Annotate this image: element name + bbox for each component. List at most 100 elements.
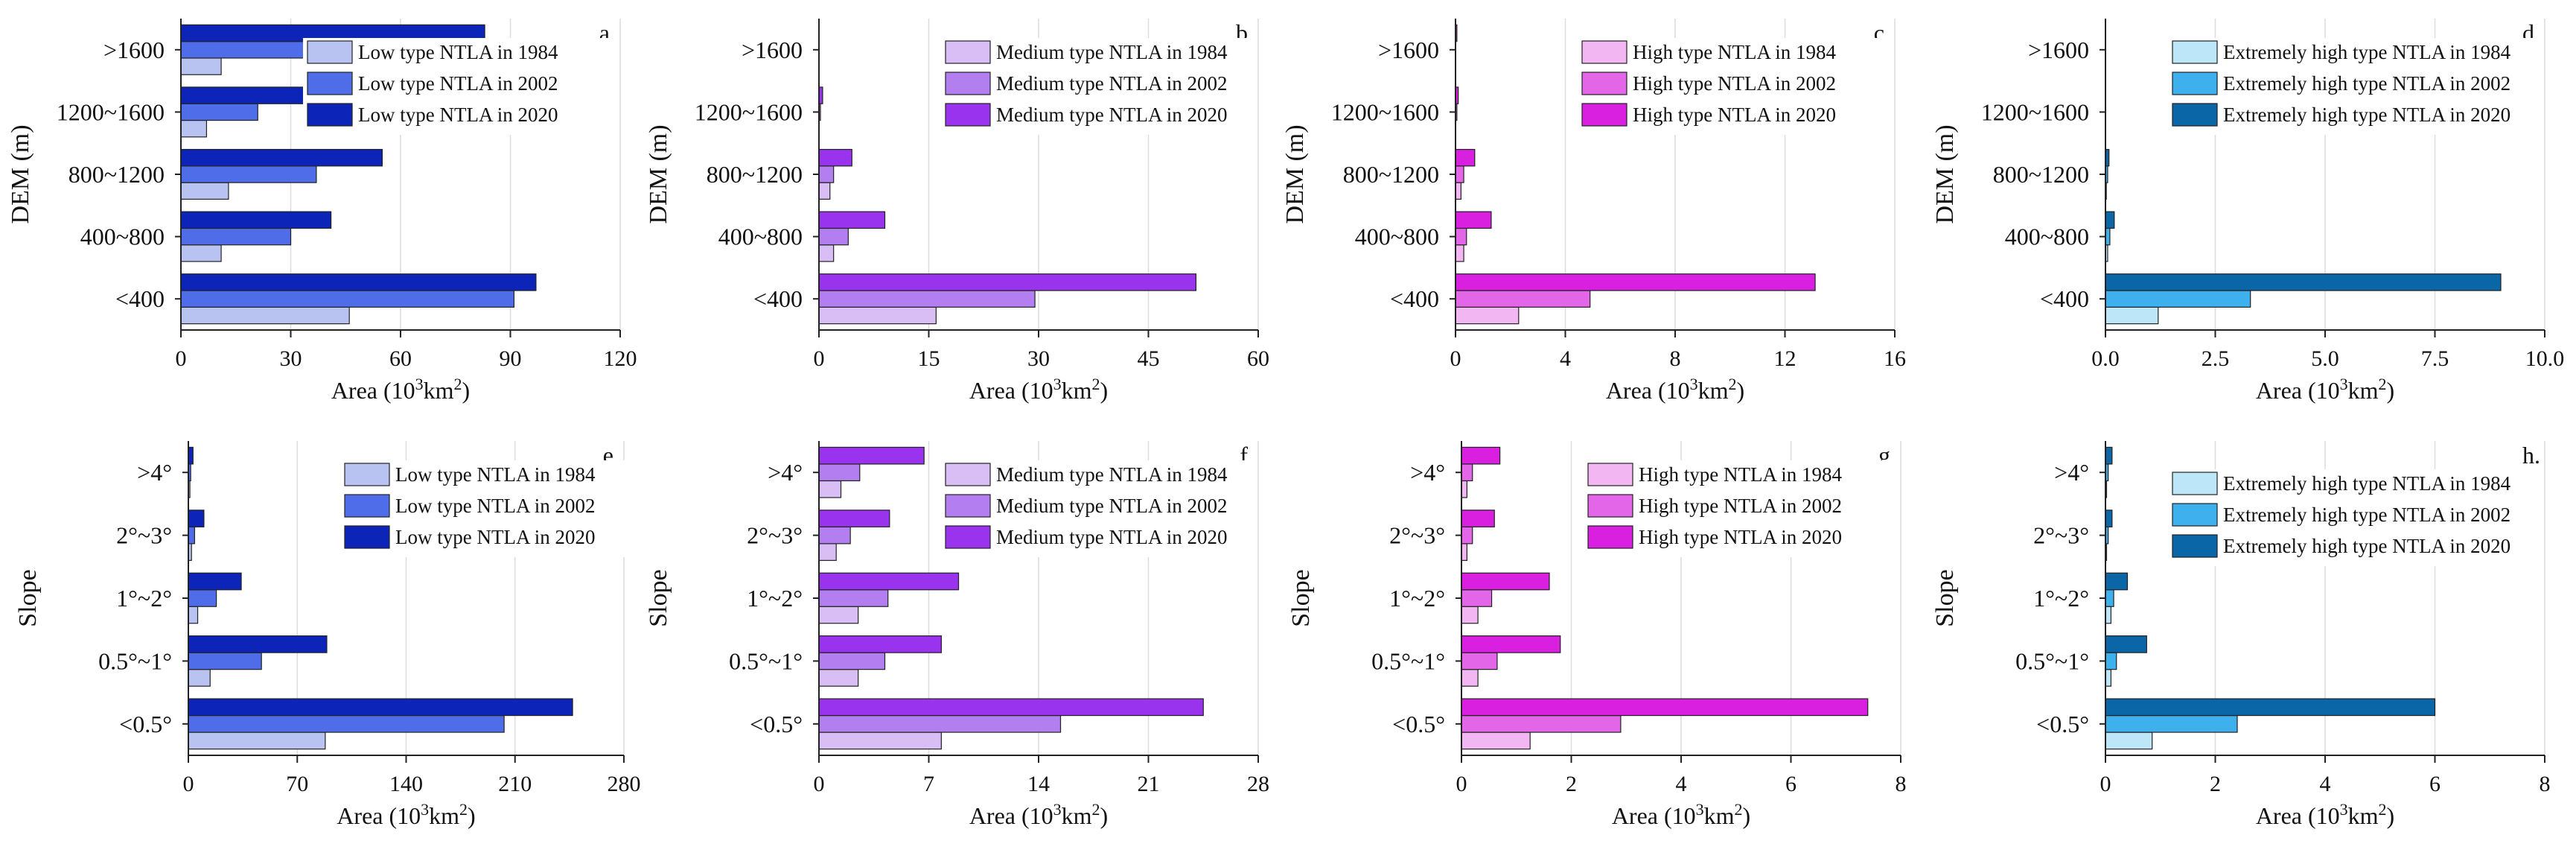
bar-b-c2-s0	[818, 182, 831, 200]
bar-g-c3-s0	[1461, 543, 1467, 561]
legend-swatch	[344, 525, 390, 549]
bar-g-c0-s1	[1461, 714, 1622, 733]
x-axis-label: Area (103km2)	[331, 375, 470, 404]
x-tick-label: 2	[1566, 772, 1577, 796]
chart-panel-g: 0 2 4 6 8 <0.5° 0.5°~1° 1°~2° 2°~3° >4° Area (103k…	[1287, 441, 1907, 829]
legend-label: High type NTLA in 2020	[1639, 526, 1842, 548]
legend-background	[941, 460, 1254, 557]
y-tick-label: 2°~3°	[747, 522, 803, 549]
x-tick-label: 120	[604, 346, 637, 371]
bar-f-c3-s1	[818, 526, 851, 545]
x-tick-label: 140	[389, 772, 423, 796]
legend-label: Low type NTLA in 1984	[395, 463, 596, 486]
x-tick-label: 210	[498, 772, 532, 796]
bar-c-c0-s0	[1455, 306, 1520, 325]
legend: Low type NTLA in 1984 Low type NTLA in 20…	[340, 460, 653, 557]
x-tick-label: 4	[1560, 346, 1571, 371]
x-axis-label-part: km	[1698, 377, 1729, 404]
y-tick-label: <0.5°	[750, 711, 803, 737]
bar-e-c2-s1	[188, 589, 217, 607]
y-tick-label: <0.5°	[1392, 711, 1445, 737]
legend-swatch	[945, 463, 991, 486]
legend-swatch	[1587, 525, 1633, 549]
x-tick-label: 0	[1456, 772, 1467, 796]
y-tick-label: 800~1200	[1993, 161, 2089, 188]
x-axis-label: Area (103km2)	[2256, 800, 2394, 829]
legend-swatch	[2172, 534, 2218, 558]
legend: Extremely high type NTLA in 1984 Extremel…	[2168, 469, 2540, 566]
x-axis-label-superscript: 2	[459, 800, 468, 819]
legend-label: Extremely high type NTLA in 2002	[2223, 72, 2510, 95]
legend-swatch	[2172, 472, 2218, 495]
bar-f-c1-s0	[818, 669, 859, 687]
legend-swatch	[1581, 72, 1627, 95]
x-tick-label: 30	[1027, 346, 1050, 371]
bar-c-c2-s2	[1455, 148, 1476, 167]
x-tick-label: 0	[183, 772, 194, 796]
x-axis-label-superscript: 2	[1735, 800, 1743, 819]
bar-a-c3-s1	[180, 103, 258, 121]
chart-panel-b: 0 15 30 45 60 <400 400~800 800~1200 1200~1600 >16…	[645, 19, 1269, 404]
bar-f-c1-s2	[818, 635, 942, 653]
bar-g-c2-s0	[1461, 606, 1479, 624]
bar-h-c2-s2	[2105, 572, 2129, 591]
bar-a-c1-s0	[180, 244, 222, 262]
x-tick-label: 8	[2540, 772, 2551, 796]
y-tick-label: 2°~3°	[2033, 522, 2089, 549]
y-axis-label: Slope	[1287, 569, 1315, 626]
x-axis-label: Area (103km2)	[337, 800, 475, 829]
y-tick-label: >4°	[2054, 459, 2089, 486]
y-tick-label: 800~1200	[707, 161, 803, 188]
bar-f-c3-s0	[818, 543, 837, 561]
chart-panel-f: 0 7 14 21 28 <0.5° 0.5°~1° 1°~2° 2°~3° >4° Area (1…	[645, 441, 1269, 829]
bar-d-c0-s0	[2105, 306, 2159, 325]
x-axis-label-superscript: 2	[2379, 375, 2387, 393]
x-tick-label: 70	[286, 772, 308, 796]
legend-swatch	[307, 103, 353, 127]
y-tick-label: 2°~3°	[116, 522, 172, 549]
x-axis-label: Area (103km2)	[1606, 375, 1744, 404]
x-axis-label-part: km	[2348, 802, 2379, 829]
y-tick-label: 1200~1600	[695, 98, 803, 125]
bar-a-c4-s0	[180, 57, 222, 75]
x-axis-label-part: Area (10	[331, 377, 415, 404]
legend-swatch	[1581, 40, 1627, 64]
x-axis-label-part: Area (10	[1612, 802, 1696, 829]
bar-e-c0-s0	[188, 731, 326, 750]
y-tick-label: 1200~1600	[1981, 98, 2089, 125]
legend-label: High type NTLA in 1984	[1639, 463, 1842, 486]
x-axis-label-part: Area (10	[1606, 377, 1690, 404]
x-axis-label-part: Area (10	[969, 377, 1053, 404]
legend-label: Medium type NTLA in 1984	[996, 463, 1228, 486]
x-axis-label-part: )	[1100, 377, 1109, 404]
x-axis-label-superscript: 2	[454, 375, 462, 393]
y-axis-label: DEM (m)	[1281, 124, 1309, 223]
bar-c-c2-s1	[1455, 165, 1464, 183]
x-axis-label-part: Area (10	[2256, 377, 2340, 404]
x-tick-label: 0	[176, 346, 187, 371]
x-tick-label: 2	[2210, 772, 2221, 796]
legend-swatch	[2172, 72, 2218, 95]
bar-f-c0-s1	[818, 714, 1062, 733]
legend: High type NTLA in 1984 High type NTLA in …	[1578, 38, 1890, 135]
bar-h-c1-s0	[2105, 669, 2111, 687]
legend-swatch	[1587, 494, 1633, 518]
y-axis-label: DEM (m)	[645, 124, 672, 223]
y-tick-label: >1600	[742, 37, 803, 63]
y-tick-label: 800~1200	[68, 161, 165, 188]
legend-label: Extremely high type NTLA in 2002	[2223, 504, 2510, 526]
bar-c-c2-s0	[1455, 182, 1461, 200]
x-tick-label: 15	[918, 346, 940, 371]
y-tick-label: <0.5°	[2036, 711, 2089, 737]
y-tick-label: >1600	[1378, 37, 1439, 63]
y-axis-label: Slope	[14, 569, 42, 626]
legend-swatch	[2172, 103, 2218, 127]
x-tick-label: 6	[1785, 772, 1796, 796]
x-axis-label-superscript: 3	[1690, 375, 1698, 393]
x-axis-label-part: Area (10	[969, 802, 1053, 829]
x-axis-label: Area (103km2)	[1612, 800, 1750, 829]
x-axis-label-superscript: 3	[1053, 375, 1062, 393]
bar-f-c2-s1	[818, 589, 889, 607]
bar-f-c0-s2	[818, 698, 1204, 717]
